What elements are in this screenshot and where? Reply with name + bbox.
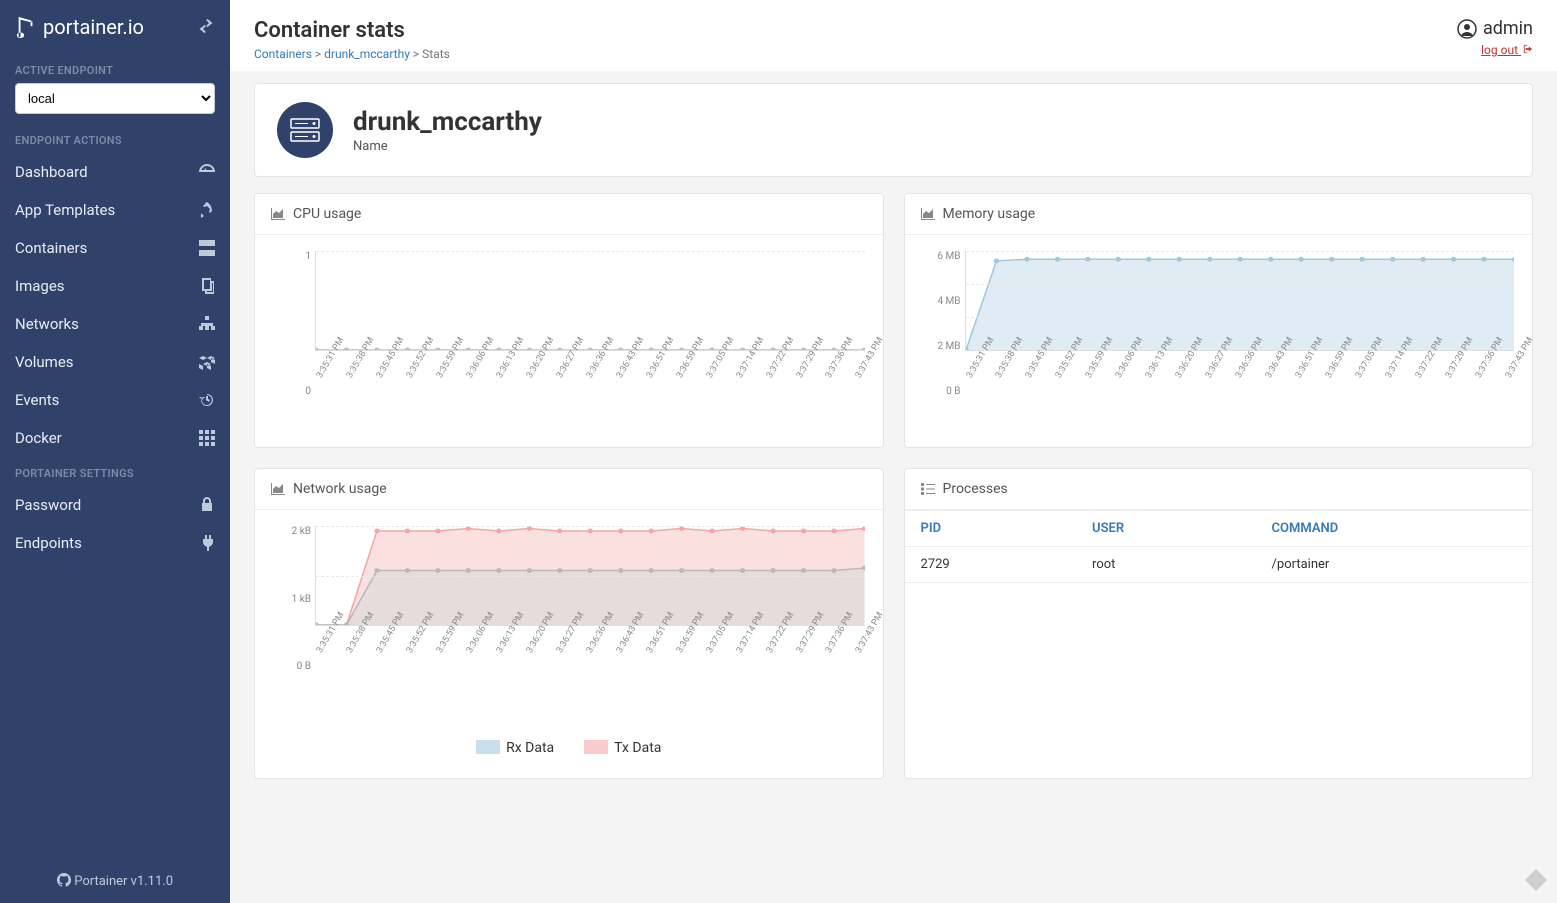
sidebar: portainer.io ACTIVE ENDPOINT local ENDPO… [0, 0, 230, 903]
sidebar-item-volumes[interactable]: Volumes [0, 343, 230, 381]
dashboard-icon [199, 164, 215, 180]
memory-panel: Memory usage 6 MB4 MB2 MB0 B3:35:31 PM3:… [904, 193, 1534, 448]
user-line: admin [1457, 18, 1533, 39]
nav-label: Dashboard [15, 163, 88, 181]
logout-icon [1523, 44, 1533, 54]
nav-label: Volumes [15, 353, 74, 371]
user-icon [1457, 19, 1477, 39]
brand-text: portainer.io [43, 15, 144, 39]
corner-logo [1525, 869, 1547, 895]
nav-label: Images [15, 277, 65, 295]
network-chart: 2 kB1 kB0 B3:35:31 PM3:35:38 PM3:35:45 P… [273, 526, 865, 700]
sidebar-item-app-templates[interactable]: App Templates [0, 191, 230, 229]
copy-icon [199, 278, 215, 294]
footer-text: Portainer v1.11.0 [74, 874, 173, 889]
hero-icon-disc [277, 102, 333, 158]
history-icon [199, 392, 215, 408]
nav-label: Networks [15, 315, 79, 333]
nav-label: App Templates [15, 201, 115, 219]
endpoint-actions-label: ENDPOINT ACTIONS [0, 124, 230, 153]
sidebar-item-networks[interactable]: Networks [0, 305, 230, 343]
sidebar-header: portainer.io [0, 0, 230, 54]
sidebar-item-docker[interactable]: Docker [0, 419, 230, 457]
rocket-icon [199, 202, 215, 218]
settings-label: PORTAINER SETTINGS [0, 457, 230, 486]
brand-logo[interactable]: portainer.io [15, 15, 144, 39]
network-legend: Rx Data Tx Data [273, 740, 865, 756]
logout-link[interactable]: log out [1481, 43, 1533, 57]
page-header: Container stats Containers > drunk_mccar… [230, 0, 1557, 71]
endpoint-select[interactable]: local [15, 83, 215, 114]
server-icon [199, 240, 215, 256]
sidebar-footer: Portainer v1.11.0 [0, 859, 230, 903]
sidebar-item-password[interactable]: Password [0, 486, 230, 524]
th-icon [199, 430, 215, 446]
breadcrumb: Containers > drunk_mccarthy > Stats [254, 47, 450, 61]
nav-label: Events [15, 391, 59, 409]
hero: drunk_mccarthy Name [254, 83, 1533, 177]
table-row: 2729root/portainer [905, 547, 1533, 583]
area-chart-icon [271, 483, 285, 495]
active-endpoint-label: ACTIVE ENDPOINT [0, 54, 230, 83]
column-command[interactable]: COMMAND [1256, 511, 1532, 547]
nav-list: Dashboard App Templates Containers Images Ne… [0, 153, 230, 457]
container-name: drunk_mccarthy [353, 107, 542, 137]
memory-title: Memory usage [943, 206, 1036, 222]
cpu-panel: CPU usage 103:35:31 PM3:35:38 PM3:35:45 … [254, 193, 884, 448]
nav-label: Docker [15, 429, 62, 447]
column-pid[interactable]: PID [905, 511, 1077, 547]
breadcrumb-stats: Stats [422, 47, 450, 61]
username: admin [1483, 18, 1533, 39]
processes-title: Processes [943, 481, 1008, 497]
nav-label: Containers [15, 239, 87, 257]
sidebar-item-endpoints[interactable]: Endpoints [0, 524, 230, 562]
processes-table: PIDUSERCOMMAND2729root/portainer [905, 510, 1533, 583]
sitemap-icon [199, 316, 215, 332]
settings-list: Password Endpoints [0, 486, 230, 562]
memory-chart: 6 MB4 MB2 MB0 B3:35:31 PM3:35:38 PM3:35:… [923, 251, 1515, 425]
processes-panel: Processes PIDUSERCOMMAND2729root/portain… [904, 468, 1534, 779]
lock-icon [199, 497, 215, 513]
plug-icon [199, 535, 215, 551]
page-title: Container stats [254, 18, 450, 43]
swap-icon[interactable] [197, 18, 215, 37]
legend-item: Rx Data [476, 740, 554, 756]
server-icon [290, 118, 320, 142]
content: drunk_mccarthy Name CPU usage 103:35:31 … [230, 71, 1557, 823]
github-icon [57, 873, 71, 887]
nav-label: Endpoints [15, 534, 82, 552]
network-title: Network usage [293, 481, 387, 497]
endpoint-select-wrapper: local [15, 83, 215, 114]
column-user[interactable]: USER [1076, 511, 1255, 547]
sidebar-item-events[interactable]: Events [0, 381, 230, 419]
legend-item: Tx Data [584, 740, 661, 756]
cubes-icon [199, 354, 215, 370]
breadcrumb-drunk_mccarthy[interactable]: drunk_mccarthy [324, 47, 410, 61]
user-block: admin log out [1457, 18, 1533, 58]
sidebar-item-dashboard[interactable]: Dashboard [0, 153, 230, 191]
cpu-chart: 103:35:31 PM3:35:38 PM3:35:45 PM3:35:52 … [273, 251, 865, 425]
sidebar-item-images[interactable]: Images [0, 267, 230, 305]
crane-icon [15, 15, 37, 39]
cpu-title: CPU usage [293, 206, 361, 222]
main: Container stats Containers > drunk_mccar… [230, 0, 1557, 903]
nav-label: Password [15, 496, 81, 514]
sidebar-item-containers[interactable]: Containers [0, 229, 230, 267]
container-name-label: Name [353, 139, 542, 154]
tasks-icon [921, 483, 935, 495]
area-chart-icon [921, 208, 935, 220]
network-panel: Network usage 2 kB1 kB0 B3:35:31 PM3:35:… [254, 468, 884, 779]
area-chart-icon [271, 208, 285, 220]
breadcrumb-containers[interactable]: Containers [254, 47, 312, 61]
